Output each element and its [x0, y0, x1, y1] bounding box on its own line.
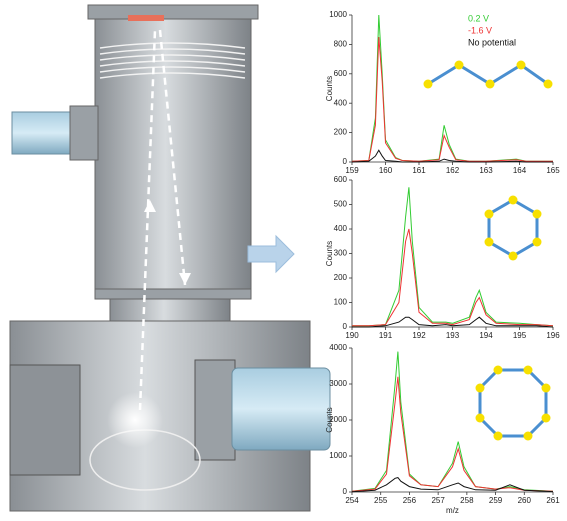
series-line: [352, 317, 553, 327]
molecule-atoms: [424, 61, 553, 441]
y-axis-label: Counts: [325, 407, 334, 432]
y-tick-label: 4000: [329, 343, 347, 352]
y-tick-label: 0: [343, 157, 348, 166]
y-tick-label: 300: [334, 249, 348, 258]
series-line: [352, 229, 553, 326]
y-tick-label: 0: [343, 487, 348, 496]
x-tick-label: 194: [479, 331, 493, 340]
y-tick-label: 500: [334, 200, 348, 209]
series-line: [352, 352, 553, 492]
y-tick-label: 400: [334, 98, 348, 107]
y-tick-label: 800: [334, 40, 348, 49]
x-tick-label: 195: [513, 331, 527, 340]
legend-label: No potential: [468, 37, 516, 47]
y-tick-label: 200: [334, 273, 348, 282]
y-axis-label: Counts: [325, 76, 334, 101]
series-line: [352, 37, 553, 161]
x-tick-label: 192: [412, 331, 426, 340]
y-axis-label: Counts: [325, 241, 334, 266]
legend-label: -1.6 V: [468, 25, 492, 35]
x-tick-label: 196: [546, 331, 560, 340]
x-tick-label: 162: [446, 166, 460, 175]
figure: 02004006008001000159160161162163164165Co…: [0, 0, 567, 516]
x-tick-label: 159: [345, 166, 359, 175]
y-tick-label: 600: [334, 175, 348, 184]
y-tick-label: 1000: [329, 451, 347, 460]
flow-arrow: [248, 236, 294, 272]
x-tick-label: 257: [431, 496, 445, 505]
x-tick-label: 164: [513, 166, 527, 175]
x-tick-label: 160: [379, 166, 393, 175]
y-tick-label: 200: [334, 128, 348, 137]
y-tick-label: 600: [334, 69, 348, 78]
x-tick-label: 256: [403, 496, 417, 505]
x-tick-label: 255: [374, 496, 388, 505]
x-tick-label: 193: [446, 331, 460, 340]
x-tick-label: 191: [379, 331, 393, 340]
x-tick-label: 161: [412, 166, 426, 175]
y-tick-label: 100: [334, 298, 348, 307]
series-line: [352, 377, 553, 492]
x-tick-label: 259: [489, 496, 503, 505]
x-tick-label: 165: [546, 166, 560, 175]
x-axis-label: m/z: [446, 506, 459, 515]
y-tick-label: 3000: [329, 379, 347, 388]
legend-label: 0.2 V: [468, 13, 489, 23]
x-tick-label: 258: [460, 496, 474, 505]
series-line: [352, 187, 553, 325]
x-tick-label: 261: [546, 496, 560, 505]
molecule-icons: [428, 65, 548, 436]
x-tick-label: 254: [345, 496, 359, 505]
y-tick-label: 400: [334, 224, 348, 233]
x-tick-label: 190: [345, 331, 359, 340]
x-tick-label: 163: [479, 166, 493, 175]
y-tick-label: 0: [343, 322, 348, 331]
x-tick-label: 260: [518, 496, 532, 505]
y-tick-label: 1000: [329, 10, 347, 19]
